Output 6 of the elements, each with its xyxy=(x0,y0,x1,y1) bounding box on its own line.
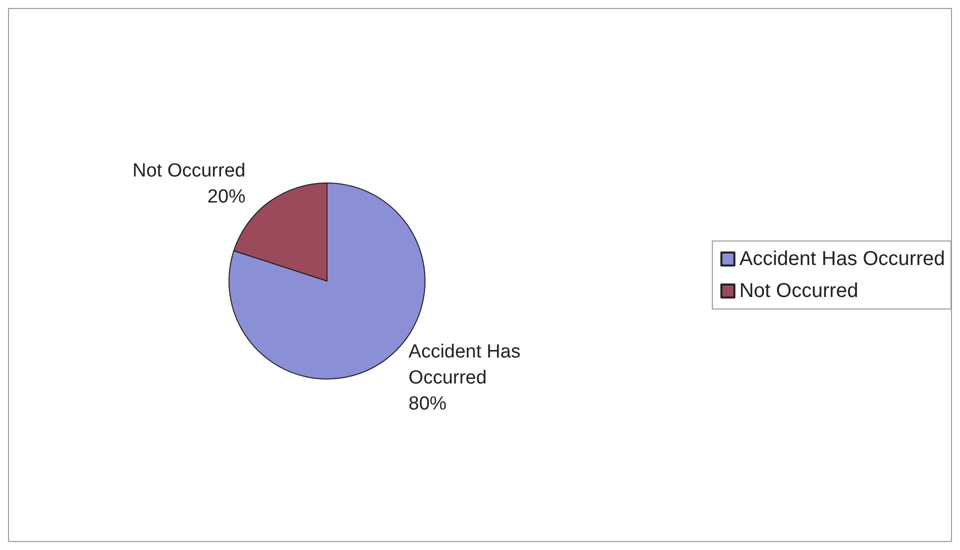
slice-label: Not Occurred xyxy=(132,160,246,182)
legend-label: Accident Has Occurred xyxy=(739,248,946,270)
legend-label: Not Occurred xyxy=(739,280,858,302)
slice-label: Accident Has Occurred xyxy=(408,342,526,389)
data-label: 80% xyxy=(408,394,447,415)
data-label: 20% xyxy=(207,186,246,208)
